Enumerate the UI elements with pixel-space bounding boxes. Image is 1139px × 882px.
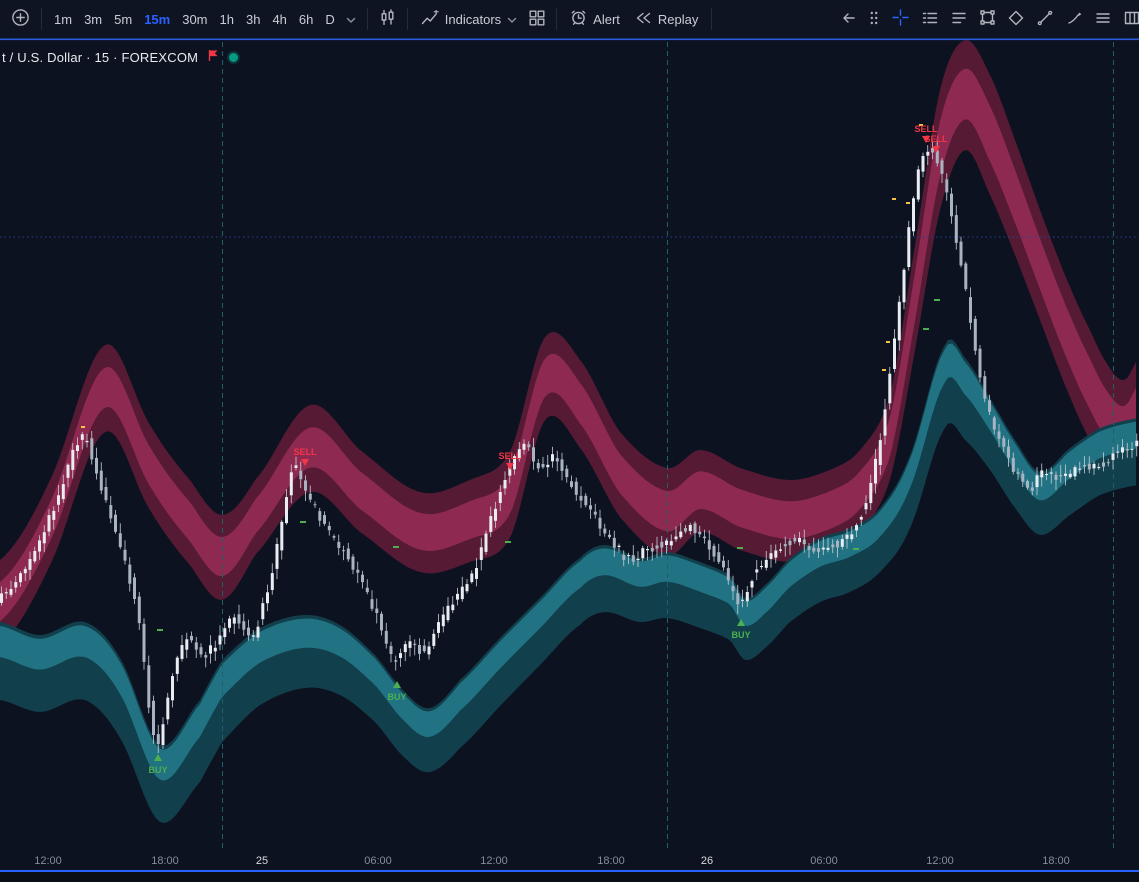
top-toolbar: 1m 3m 5m 15m 30m 1h 3h 4h 6h D Indicator… <box>0 0 1139 38</box>
timeframe-button-1m[interactable]: 1m <box>48 5 78 33</box>
x-axis-label: 06:00 <box>364 855 392 867</box>
object-tree-button[interactable] <box>917 5 943 33</box>
indicator-bands <box>0 40 1136 823</box>
timeframe-button-5m[interactable]: 5m <box>108 5 138 33</box>
layout-grid-button[interactable] <box>524 5 550 33</box>
timeframe-button-6h[interactable]: 6h <box>293 5 319 33</box>
replay-label: Replay <box>657 11 699 27</box>
indicators-button[interactable]: Indicators <box>414 5 524 33</box>
crosshair-button[interactable] <box>887 5 914 33</box>
buy-marker <box>737 619 745 626</box>
indicator-dash-markers <box>81 124 940 631</box>
data-window-icon <box>951 10 967 29</box>
sell-label: SELL <box>498 451 522 461</box>
menu-lines-icon <box>1095 11 1111 28</box>
plus-circle-icon <box>11 8 30 30</box>
toolbar-separator <box>406 8 408 30</box>
x-axis-label: 18:00 <box>1042 855 1070 867</box>
symbol-title: t / U.S. Dollar · 15 · FOREXCOM <box>2 49 199 65</box>
replay-button[interactable]: Replay <box>627 5 705 33</box>
crosshair-icon <box>892 9 909 29</box>
table-icon <box>1124 10 1139 29</box>
trendline-tool-icon <box>1037 10 1053 29</box>
layout-grid-icon <box>529 10 545 29</box>
flag-icon <box>207 49 220 65</box>
buy-label: BUY <box>731 630 750 640</box>
x-axis-label: 18:00 <box>597 855 625 867</box>
chevron-down-icon <box>507 12 517 27</box>
chart-style-button[interactable] <box>374 5 401 33</box>
flag-button[interactable] <box>207 49 220 65</box>
timeframe-button-30m[interactable]: 30m <box>176 5 213 33</box>
diamond-tool-icon <box>1008 10 1024 29</box>
toolbar-separator <box>711 8 713 30</box>
toolbar-separator <box>41 8 42 30</box>
sell-label: SELL <box>924 134 948 144</box>
bottom-strip <box>0 872 1139 882</box>
sell-marker <box>922 136 930 143</box>
x-axis-label: 12:00 <box>926 855 954 867</box>
object-tree-icon <box>922 10 938 29</box>
timeframe-dropdown-button[interactable] <box>341 5 361 33</box>
sell-marker <box>506 463 514 470</box>
diamond-tool-button[interactable] <box>1003 5 1029 33</box>
sell-marker <box>932 146 940 153</box>
candlesticks <box>0 140 1139 753</box>
toolbar-right-tools <box>837 5 1139 33</box>
chart-legend: t / U.S. Dollar · 15 · FOREXCOM <box>2 49 239 65</box>
rectangle-tool-button[interactable] <box>975 5 1000 33</box>
timeframe-button-15m[interactable]: 15m <box>138 5 176 33</box>
buy-marker <box>154 754 162 761</box>
brush-tool-button[interactable] <box>1061 5 1087 33</box>
toolbar-separator <box>366 8 368 30</box>
table-button[interactable] <box>1119 5 1139 33</box>
timeframe-button-4h[interactable]: 4h <box>266 5 292 33</box>
data-window-button[interactable] <box>946 5 972 33</box>
drag-handle-icon <box>869 10 879 29</box>
brush-tool-icon <box>1066 10 1082 29</box>
menu-lines-button[interactable] <box>1090 5 1116 33</box>
sell-marker <box>301 459 309 466</box>
buy-label: BUY <box>148 765 167 775</box>
time-axis[interactable]: 12:00 18:00 25 06:00 12:00 18:00 26 06:00 12:00 1… <box>34 855 1070 867</box>
buy-marker <box>393 681 401 688</box>
indicators-icon <box>421 8 439 29</box>
x-axis-label: 06:00 <box>810 855 838 867</box>
sell-label: SELL <box>914 124 938 134</box>
indicators-label: Indicators <box>444 11 502 27</box>
alert-button[interactable]: Alert <box>563 5 627 33</box>
timeframe-button-3h[interactable]: 3h <box>240 5 266 33</box>
x-axis-label: 12:00 <box>480 855 508 867</box>
alert-clock-icon <box>570 9 587 29</box>
sell-label: SELL <box>293 447 317 457</box>
timeframe-button-3m[interactable]: 3m <box>78 5 108 33</box>
rectangle-tool-icon <box>980 10 995 28</box>
chart-bottom-border <box>0 870 1139 872</box>
x-axis-label: 25 <box>256 855 268 867</box>
buy-label: BUY <box>387 692 406 702</box>
trendline-tool-button[interactable] <box>1032 5 1058 33</box>
timeframe-button-1h[interactable]: 1h <box>214 5 240 33</box>
candle-style-icon <box>379 9 396 29</box>
drag-handle-button[interactable] <box>864 5 884 33</box>
chart-top-border <box>0 38 1139 41</box>
replay-icon <box>634 11 652 28</box>
alert-label: Alert <box>593 11 620 27</box>
add-symbol-button[interactable] <box>6 5 35 33</box>
market-status-dot <box>229 52 239 62</box>
arrow-left-icon <box>842 11 856 28</box>
timeframe-button-D[interactable]: D <box>319 5 340 33</box>
x-axis-label: 12:00 <box>34 855 62 867</box>
toolbar-separator <box>556 8 558 30</box>
arrow-left-button[interactable] <box>837 5 861 33</box>
x-axis-label: 18:00 <box>151 855 179 867</box>
chevron-down-icon <box>346 12 356 27</box>
x-axis-label: 26 <box>701 855 713 867</box>
